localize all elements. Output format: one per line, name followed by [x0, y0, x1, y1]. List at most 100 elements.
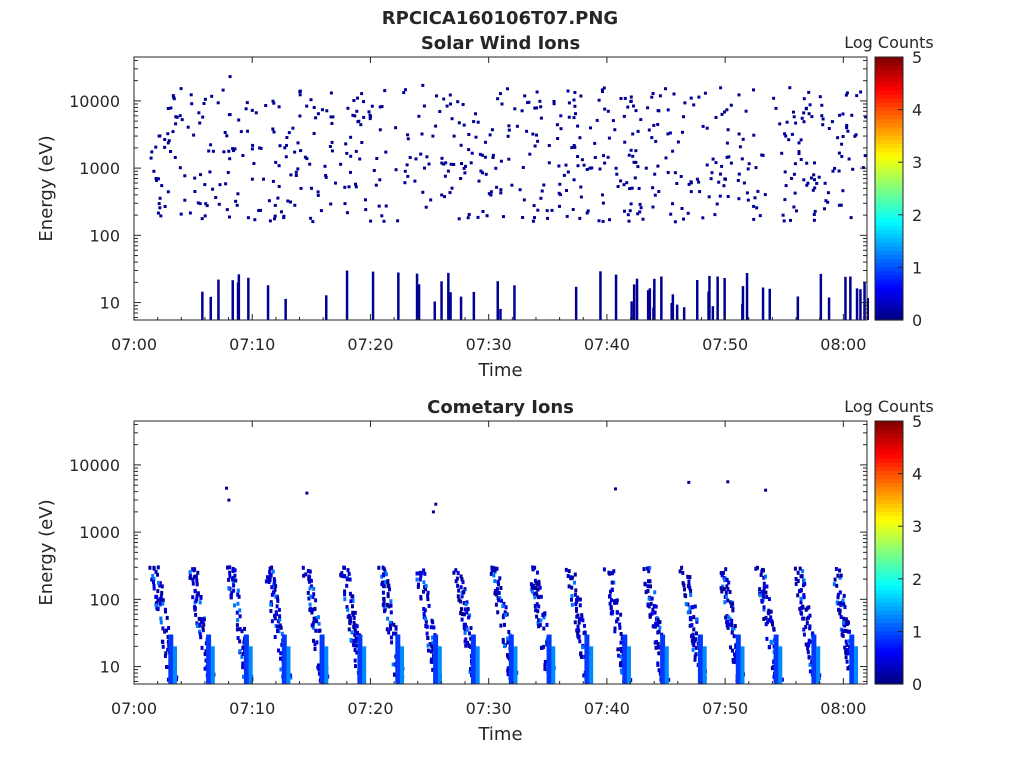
colorbar-tick-label: 0: [912, 311, 922, 330]
heatmap-cell: [762, 575, 766, 580]
x-tick-label: 07:00: [111, 699, 157, 718]
heatmap-cell: [636, 165, 640, 169]
heatmap-cell: [740, 157, 744, 161]
heatmap-cell: [197, 616, 201, 621]
heatmap-cell: [666, 171, 670, 174]
heatmap-cell: [158, 597, 162, 602]
heatmap-cell: [348, 620, 352, 624]
heatmap-cell: [202, 622, 206, 627]
heatmap-cell: [507, 128, 511, 132]
heatmap-cell: [276, 598, 280, 603]
heatmap-cell: [656, 164, 660, 168]
heatmap-cell: [808, 103, 812, 107]
heatmap-cell: [508, 634, 514, 684]
heatmap-cell: [504, 613, 508, 617]
colorbar-frame: [874, 420, 904, 685]
heatmap-cell: [806, 646, 810, 651]
heatmap-cell: [395, 634, 401, 684]
heatmap-cell: [648, 565, 652, 570]
heatmap-cell: [305, 491, 309, 495]
heatmap-cell: [849, 216, 853, 220]
heatmap-cell: [151, 573, 155, 578]
heatmap-cell: [330, 149, 334, 153]
heatmap-cell: [273, 616, 277, 621]
heatmap-cell: [805, 161, 809, 165]
heatmap-cell: [784, 184, 788, 188]
heatmap-cell: [477, 179, 481, 183]
heatmap-cell: [502, 215, 505, 219]
heatmap-cell: [802, 595, 806, 600]
heatmap-cell: [277, 648, 280, 653]
heatmap-cell: [346, 607, 350, 612]
colorbar-step: [875, 110, 903, 116]
x-tick-label: 07:20: [347, 335, 393, 354]
heatmap-cell: [487, 192, 491, 196]
heatmap-cell: [543, 666, 547, 671]
heatmap-cell: [271, 127, 275, 131]
heatmap-cell: [470, 151, 474, 155]
heatmap-cell: [812, 173, 816, 177]
heatmap-cell: [585, 168, 589, 171]
heatmap-cell: [629, 148, 633, 152]
heatmap-cell: [422, 607, 426, 611]
x-tick-label: 07:40: [584, 699, 630, 718]
heatmap-cell: [733, 624, 737, 628]
heatmap-cell: [198, 600, 202, 605]
heatmap-cell: [650, 596, 654, 601]
heatmap-cell: [529, 582, 533, 587]
heatmap-cell: [155, 179, 158, 182]
heatmap-cell: [807, 638, 811, 643]
heatmap-cell: [497, 591, 501, 595]
heatmap-cell: [259, 208, 262, 212]
heatmap-cell: [728, 590, 732, 594]
heatmap-cell: [343, 589, 347, 594]
heatmap-cell: [615, 610, 619, 615]
heatmap-cell: [425, 155, 429, 159]
heatmap-cell: [725, 578, 729, 582]
heatmap-cell: [809, 176, 813, 180]
heatmap-cell: [501, 604, 505, 609]
heatmap-cell: [609, 606, 613, 610]
heatmap-cell: [540, 189, 544, 193]
heatmap-cell: [228, 215, 231, 219]
heatmap-cell: [234, 578, 238, 583]
heatmap-cell: [515, 124, 519, 128]
heatmap-cell: [196, 591, 200, 596]
heatmap-cell: [393, 672, 396, 677]
heatmap-cell: [199, 173, 202, 177]
heatmap-cell: [859, 289, 862, 320]
heatmap-cell: [647, 604, 651, 609]
heatmap-cell: [269, 602, 273, 607]
heatmap-cell: [192, 568, 196, 573]
heatmap-cell: [446, 169, 450, 173]
heatmap-cell: [840, 155, 844, 158]
colorbar-step: [875, 589, 903, 595]
heatmap-cell: [421, 83, 425, 87]
heatmap-cell: [863, 281, 866, 320]
heatmap-cell: [579, 94, 583, 98]
heatmap-cell: [714, 161, 718, 165]
heatmap-cell: [211, 149, 215, 153]
heatmap-cell: [312, 132, 316, 135]
heatmap-cell: [701, 216, 705, 220]
heatmap-cell: [542, 183, 546, 187]
heatmap-cell: [238, 639, 242, 644]
heatmap-cell: [386, 594, 390, 599]
heatmap-cell: [506, 653, 509, 658]
heatmap-cell: [392, 631, 395, 636]
colorbar-step: [875, 143, 903, 149]
heatmap-cell: [464, 164, 467, 168]
x-tick-label: 07:00: [111, 335, 157, 354]
heatmap-cell: [513, 646, 518, 684]
colorbar-step: [875, 556, 903, 562]
heatmap-cell: [319, 634, 325, 684]
heatmap-cell: [613, 626, 617, 631]
heatmap-cell: [533, 604, 537, 608]
heatmap-cell: [534, 591, 538, 596]
heatmap-cell: [383, 569, 387, 574]
heatmap-cell: [394, 625, 398, 630]
heatmap-cell: [838, 568, 842, 573]
heatmap-cell: [583, 630, 587, 635]
heatmap-cell: [274, 594, 278, 599]
heatmap-cell: [469, 666, 473, 671]
